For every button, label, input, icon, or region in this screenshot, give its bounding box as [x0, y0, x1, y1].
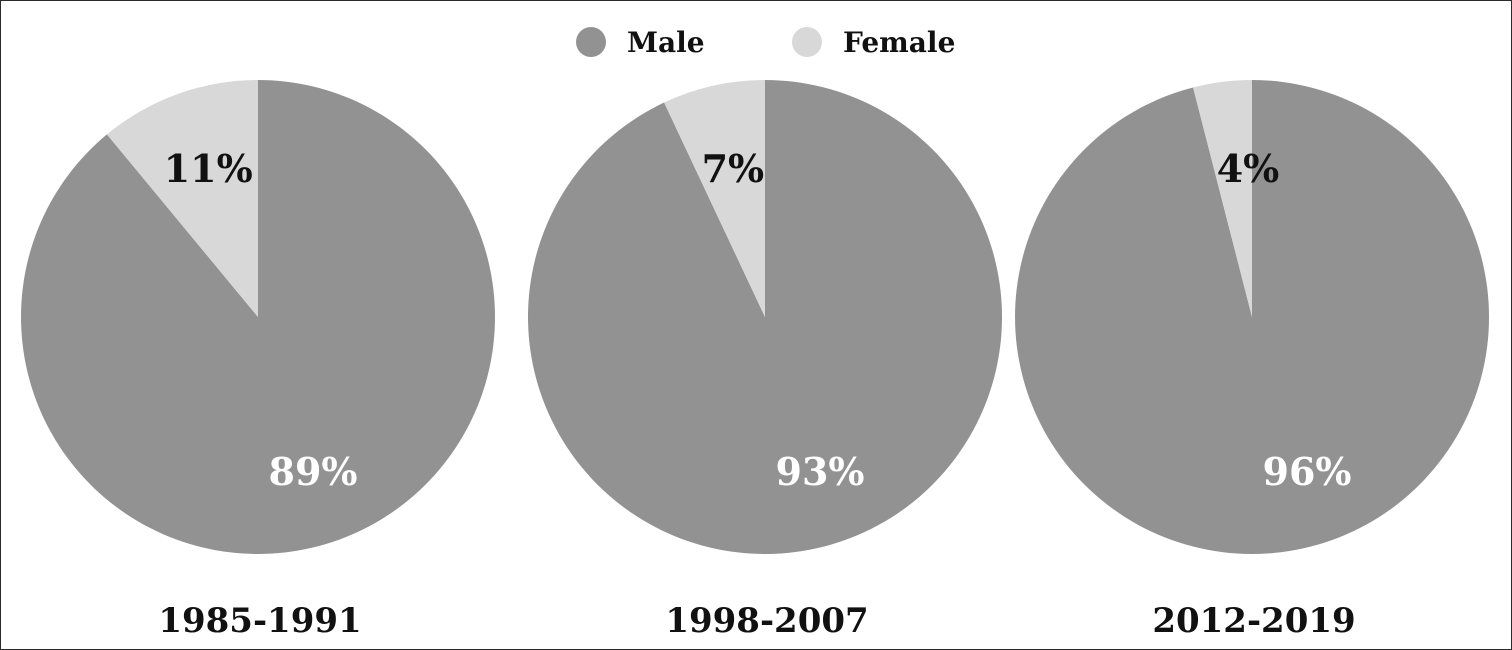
pie-2-title: 1998-2007: [665, 601, 868, 641]
pie-1-female-label: 11%: [164, 146, 253, 191]
pie-3-female-label: 4%: [1217, 146, 1280, 191]
pie-3-male-label: 96%: [1263, 449, 1352, 494]
pie-chart-2: 93% 7% 1998-2007: [528, 79, 1003, 641]
legend-male-marker: [576, 27, 606, 57]
pie-1-male-slice: [21, 80, 496, 555]
legend-female-marker: [792, 27, 822, 57]
pie-chart-3: 96% 4% 2012-2019: [1015, 80, 1490, 641]
pie-3-female-slice: [1193, 80, 1252, 317]
pie-2-female-slice: [664, 80, 765, 317]
pie-chart-1: 89% 11% 1985-1991: [21, 80, 496, 641]
legend: Male Female: [576, 26, 955, 59]
pie-3-title: 2012-2019: [1152, 601, 1355, 641]
legend-female-label: Female: [843, 26, 955, 59]
pie-2-female-label: 7%: [702, 146, 765, 191]
pie-3-male-slice: [1015, 80, 1490, 554]
legend-male-label: Male: [627, 26, 705, 59]
pie-1-title: 1985-1991: [158, 601, 361, 641]
pie-2-male-slice: [528, 79, 1003, 554]
pie-1-female-slice: [106, 80, 259, 317]
pie-1-male-label: 89%: [269, 449, 358, 494]
pie-2-male-label: 93%: [776, 449, 865, 494]
